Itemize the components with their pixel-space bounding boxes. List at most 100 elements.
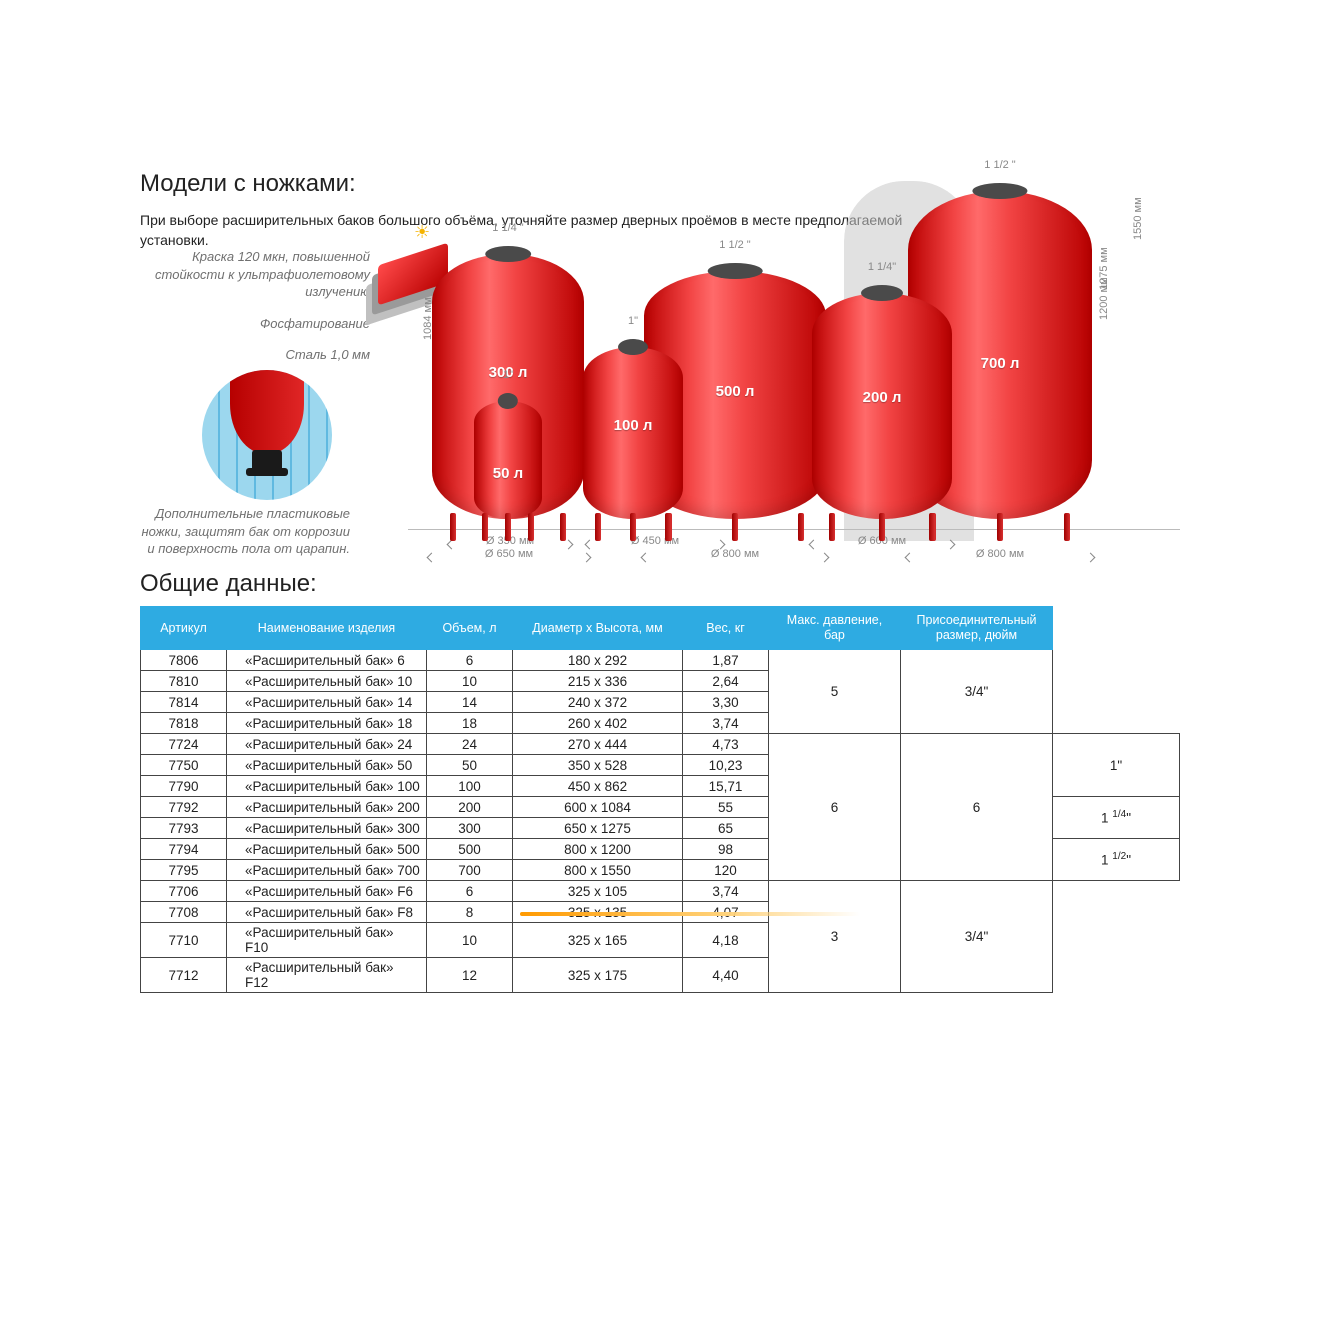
table-row: 7724«Расширительный бак» 2424270 x 4444,… [141, 734, 1180, 755]
cell: «Расширительный бак» F6 [227, 881, 427, 902]
cell: 7710 [141, 923, 227, 958]
tank: 100 л 1" [583, 343, 683, 541]
cell: 6 [427, 881, 513, 902]
cell: 7750 [141, 755, 227, 776]
cell: 215 x 336 [513, 671, 683, 692]
cell-size: 1 1/2" [1053, 839, 1180, 881]
cell: 450 x 862 [513, 776, 683, 797]
diameter-label: Ø 800 мм [908, 548, 1092, 560]
cell-pressure: 5 [769, 650, 901, 734]
cell: 7792 [141, 797, 227, 818]
mat-phosphate: Фосфатирование [140, 315, 370, 333]
diameter-label: Ø 650 мм [430, 548, 588, 560]
cell-pressure: 3 [769, 881, 901, 993]
cell: 350 x 528 [513, 755, 683, 776]
cell: 3,74 [683, 713, 769, 734]
conn-label: 1 1/4 " [492, 222, 523, 234]
mat-steel: Сталь 1,0 мм [140, 346, 370, 364]
cell-size: 3/4" [901, 650, 1053, 734]
cell: «Расширительный бак» F12 [227, 958, 427, 993]
cell: 7795 [141, 860, 227, 881]
cell: 2,64 [683, 671, 769, 692]
cell: 7790 [141, 776, 227, 797]
cell: 7712 [141, 958, 227, 993]
decor-bar [520, 912, 860, 916]
cell: 4,18 [683, 923, 769, 958]
mat-paint: Краска 120 мкн, повышенной стойкости к у… [140, 248, 370, 301]
cell: 10 [427, 671, 513, 692]
cell: 7706 [141, 881, 227, 902]
conn-label: 1 1/4" [868, 261, 896, 273]
col-header: Присоединительный размер, дюйм [901, 607, 1053, 650]
cell: 800 x 1550 [513, 860, 683, 881]
cell: 18 [427, 713, 513, 734]
cell-pressure: 6 [769, 734, 901, 881]
cell: 7818 [141, 713, 227, 734]
cell: «Расширительный бак» F10 [227, 923, 427, 958]
cell: 500 [427, 839, 513, 860]
cell: 7794 [141, 839, 227, 860]
cell-size: 1" [1053, 734, 1180, 797]
conn-label: 1" [503, 369, 513, 381]
cell: 8 [427, 902, 513, 923]
cell: 4,73 [683, 734, 769, 755]
cell: 98 [683, 839, 769, 860]
tank-label: 500 л [716, 383, 755, 400]
cell: 55 [683, 797, 769, 818]
table-row: 7806«Расширительный бак» 66180 x 2921,87… [141, 650, 1180, 671]
cell: 270 x 444 [513, 734, 683, 755]
materials-labels: Краска 120 мкн, повышенной стойкости к у… [140, 248, 370, 378]
col-header: Объем, л [427, 607, 513, 650]
col-header: Вес, кг [683, 607, 769, 650]
cell: 325 x 165 [513, 923, 683, 958]
dim-label: 1550 мм [1132, 197, 1144, 240]
cell: «Расширительный бак» 24 [227, 734, 427, 755]
cell: 24 [427, 734, 513, 755]
cell: 100 [427, 776, 513, 797]
cell-pressure: 6 [901, 734, 1053, 881]
conn-label: 1 1/2 " [984, 159, 1015, 171]
cell: 7708 [141, 902, 227, 923]
cell: 50 [427, 755, 513, 776]
cell: 3,30 [683, 692, 769, 713]
cell: «Расширительный бак» 6 [227, 650, 427, 671]
cell: «Расширительный бак» F8 [227, 902, 427, 923]
cell: 15,71 [683, 776, 769, 797]
cell: 7814 [141, 692, 227, 713]
table-row: 7706«Расширительный бак» F66325 x 1053,7… [141, 881, 1180, 902]
cell: «Расширительный бак» 50 [227, 755, 427, 776]
cell: 7806 [141, 650, 227, 671]
cell: «Расширительный бак» 18 [227, 713, 427, 734]
cell: 10,23 [683, 755, 769, 776]
cell: 7810 [141, 671, 227, 692]
col-header: Макс. давление, бар [769, 607, 901, 650]
cell: 65 [683, 818, 769, 839]
cell: «Расширительный бак» 10 [227, 671, 427, 692]
cell: 6 [427, 650, 513, 671]
cell: 3,74 [683, 881, 769, 902]
tank-label: 100 л [614, 417, 653, 434]
spec-table: АртикулНаименование изделияОбъем, лДиаме… [140, 606, 1180, 993]
conn-label: 1" [628, 315, 638, 327]
cell: 180 x 292 [513, 650, 683, 671]
cell: «Расширительный бак» 300 [227, 818, 427, 839]
cell: 12 [427, 958, 513, 993]
cell: «Расширительный бак» 200 [227, 797, 427, 818]
diameter-label: Ø 800 мм [644, 548, 826, 560]
cell: 800 x 1200 [513, 839, 683, 860]
col-header: Диаметр x Высота, мм [513, 607, 683, 650]
cell: 600 x 1084 [513, 797, 683, 818]
cell: 700 [427, 860, 513, 881]
cell-size: 1 1/4" [1053, 797, 1180, 839]
cell: 260 x 402 [513, 713, 683, 734]
cell: «Расширительный бак» 700 [227, 860, 427, 881]
tank: 200 л 1 1/4" [812, 289, 952, 541]
tanks-illustration: Ø 350 ммØ 650 ммØ 450 ммØ 800 ммØ 600 мм… [408, 170, 1180, 565]
table-title: Общие данные: [140, 570, 317, 598]
conn-label: 1 1/2 " [719, 239, 750, 251]
cell: 4,40 [683, 958, 769, 993]
dim-label: 1275 мм [1098, 247, 1110, 290]
cell: 650 x 1275 [513, 818, 683, 839]
col-header: Наименование изделия [227, 607, 427, 650]
cell: 300 [427, 818, 513, 839]
